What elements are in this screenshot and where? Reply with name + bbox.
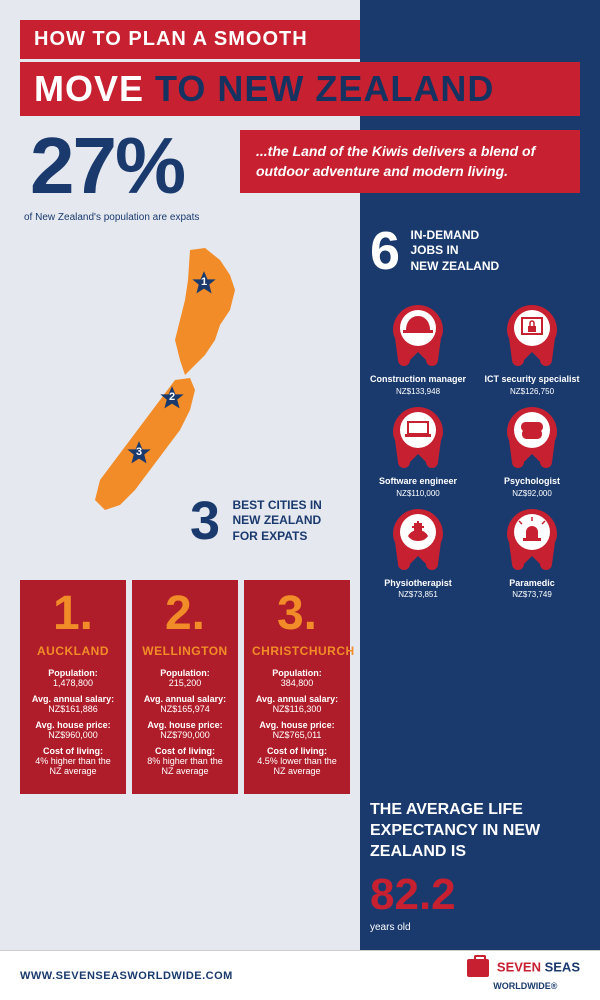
city-rank: 3. bbox=[252, 590, 342, 638]
city-house-label: Avg. house price: bbox=[140, 720, 230, 730]
stat-27-value: 27% bbox=[30, 120, 184, 212]
city-name: AUCKLAND bbox=[28, 644, 118, 658]
footer: WWW.SEVENSEASWORLDWIDE.COM SEVEN SEAS WO… bbox=[0, 950, 600, 1000]
content-layer: HOW TO PLAN A SMOOTH MOVE TO NEW ZEALAND… bbox=[0, 0, 600, 1000]
job-title: ICT security specialist bbox=[477, 374, 587, 385]
city-card-auckland: 1. AUCKLAND Population: 1,478,800 Avg. a… bbox=[20, 580, 126, 794]
brand-seas: SEAS bbox=[545, 959, 580, 974]
city-rank: 1. bbox=[28, 590, 118, 638]
siren-icon bbox=[502, 504, 562, 574]
cities-title-text: BEST CITIES IN NEW ZEALAND FOR EXPATS bbox=[233, 498, 322, 545]
brand-worldwide: WORLDWIDE® bbox=[493, 981, 557, 991]
nz-map-svg bbox=[40, 240, 290, 520]
job-salary: NZ$133,948 bbox=[363, 387, 473, 396]
job-software: Software engineer NZ$110,000 bbox=[363, 402, 473, 498]
city-col-label: Cost of living: bbox=[28, 746, 118, 756]
city-card-christchurch: 3. CHRISTCHURCH Population: 384,800 Avg.… bbox=[244, 580, 350, 794]
title-nz: TO NEW ZEALAND bbox=[144, 68, 494, 109]
cities-section-title: 3 BEST CITIES IN NEW ZEALAND FOR EXPATS bbox=[190, 490, 322, 552]
job-ict-security: ICT security specialist NZ$126,750 bbox=[477, 300, 587, 396]
city-name: WELLINGTON bbox=[140, 644, 230, 658]
job-salary: NZ$126,750 bbox=[477, 387, 587, 396]
city-name: CHRISTCHURCH bbox=[252, 644, 342, 658]
job-physio: Physiotherapist NZ$73,851 bbox=[363, 504, 473, 600]
job-title: Physiotherapist bbox=[363, 578, 473, 589]
city-cards: 1. AUCKLAND Population: 1,478,800 Avg. a… bbox=[20, 580, 350, 794]
security-icon bbox=[502, 300, 562, 370]
cities-big-3: 3 bbox=[190, 490, 220, 552]
city-salary: NZ$161,886 bbox=[28, 704, 118, 714]
map-star-3: 3 bbox=[125, 440, 153, 468]
city-house: NZ$765,011 bbox=[252, 730, 342, 740]
city-rank: 2. bbox=[140, 590, 230, 638]
map-star-1: 1 bbox=[190, 270, 218, 298]
job-construction: Construction manager NZ$133,948 bbox=[363, 300, 473, 396]
job-paramedic: Paramedic NZ$73,749 bbox=[477, 504, 587, 600]
jobs-title-text: IN-DEMAND JOBS IN NEW ZEALAND bbox=[411, 228, 500, 275]
laptop-icon bbox=[388, 402, 448, 472]
city-pop-label: Population: bbox=[252, 668, 342, 678]
stat-27-note: of New Zealand's population are expats bbox=[24, 212, 199, 223]
intro-text: ...the Land of the Kiwis delivers a blen… bbox=[240, 130, 580, 193]
city-salary-label: Avg. annual salary: bbox=[28, 694, 118, 704]
life-exp-unit: years old bbox=[370, 922, 580, 933]
life-expectancy: THE AVERAGE LIFE EXPECTANCY IN NEW ZEALA… bbox=[370, 800, 580, 933]
city-pop: 384,800 bbox=[252, 678, 342, 688]
job-salary: NZ$73,749 bbox=[477, 590, 587, 599]
jobs-big-6: 6 bbox=[370, 220, 400, 282]
infographic-page: HOW TO PLAN A SMOOTH MOVE TO NEW ZEALAND… bbox=[0, 0, 600, 1000]
footer-brand: SEVEN SEAS WORLDWIDE® bbox=[467, 959, 580, 992]
city-col: 8% higher than the NZ average bbox=[140, 756, 230, 776]
job-title: Software engineer bbox=[363, 476, 473, 487]
job-psychologist: Psychologist NZ$92,000 bbox=[477, 402, 587, 498]
map-star-3-num: 3 bbox=[125, 446, 153, 458]
job-salary: NZ$110,000 bbox=[363, 489, 473, 498]
city-pop-label: Population: bbox=[140, 668, 230, 678]
city-house-label: Avg. house price: bbox=[252, 720, 342, 730]
map-star-2: 2 bbox=[158, 385, 186, 413]
jobs-section-header: 6 IN-DEMAND JOBS IN NEW ZEALAND bbox=[370, 220, 499, 282]
brain-icon bbox=[502, 402, 562, 472]
job-title: Paramedic bbox=[477, 578, 587, 589]
job-salary: NZ$73,851 bbox=[363, 590, 473, 599]
city-col: 4.5% lower than the NZ average bbox=[252, 756, 342, 776]
city-house: NZ$790,000 bbox=[140, 730, 230, 740]
map-star-1-num: 1 bbox=[190, 276, 218, 288]
city-salary: NZ$116,300 bbox=[252, 704, 342, 714]
footer-url: WWW.SEVENSEASWORLDWIDE.COM bbox=[20, 970, 233, 982]
life-exp-heading: THE AVERAGE LIFE EXPECTANCY IN NEW ZEALA… bbox=[370, 800, 580, 862]
life-exp-value: 82.2 bbox=[370, 870, 580, 920]
hands-icon bbox=[388, 504, 448, 574]
city-col-label: Cost of living: bbox=[252, 746, 342, 756]
city-house-label: Avg. house price: bbox=[28, 720, 118, 730]
city-col: 4% higher than the NZ average bbox=[28, 756, 118, 776]
jobs-grid: Construction manager NZ$133,948 ICT secu… bbox=[360, 300, 590, 599]
brand-seven: SEVEN bbox=[497, 959, 545, 974]
map-star-2-num: 2 bbox=[158, 391, 186, 403]
job-title: Psychologist bbox=[477, 476, 587, 487]
nz-map: 1 2 3 bbox=[40, 240, 290, 520]
title-move: MOVE bbox=[34, 68, 144, 109]
hardhat-icon bbox=[388, 300, 448, 370]
city-salary-label: Avg. annual salary: bbox=[140, 694, 230, 704]
title-line-1: HOW TO PLAN A SMOOTH bbox=[20, 20, 360, 59]
city-pop-label: Population: bbox=[28, 668, 118, 678]
city-pop: 215,200 bbox=[140, 678, 230, 688]
city-salary-label: Avg. annual salary: bbox=[252, 694, 342, 704]
title-line-2: MOVE TO NEW ZEALAND bbox=[20, 62, 580, 116]
city-col-label: Cost of living: bbox=[140, 746, 230, 756]
job-salary: NZ$92,000 bbox=[477, 489, 587, 498]
city-pop: 1,478,800 bbox=[28, 678, 118, 688]
job-title: Construction manager bbox=[363, 374, 473, 385]
city-house: NZ$960,000 bbox=[28, 730, 118, 740]
city-card-wellington: 2. WELLINGTON Population: 215,200 Avg. a… bbox=[132, 580, 238, 794]
suitcase-icon bbox=[467, 959, 489, 977]
city-salary: NZ$165,974 bbox=[140, 704, 230, 714]
